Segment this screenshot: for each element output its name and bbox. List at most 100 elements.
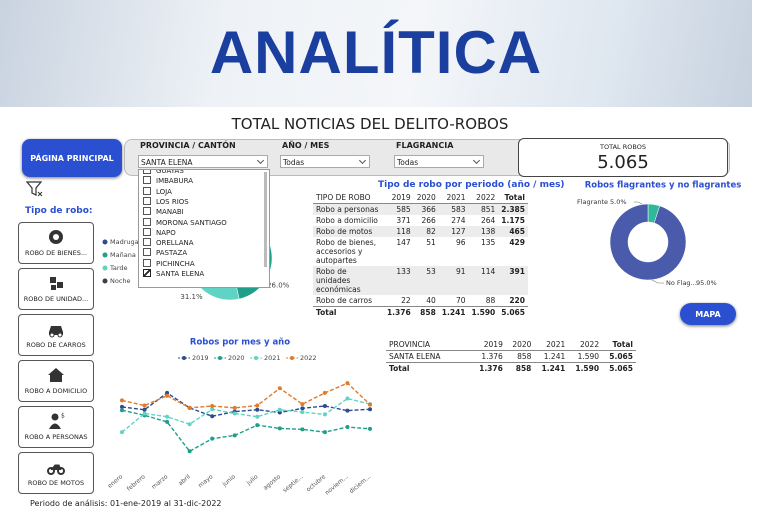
button-icon [49,326,63,338]
column-header[interactable]: 2019 [383,192,414,204]
dropdown-option[interactable]: LOS RIOS [143,196,189,207]
checkbox[interactable] [143,238,151,247]
column-header[interactable]: Total [602,339,636,351]
point [277,410,282,415]
sidebar-button[interactable]: ROBO DE MOTOS [18,452,94,494]
dropdown-option[interactable]: PASTAZA [143,248,187,258]
province-dropdown[interactable]: GUAYAS IMBABURA LOJA LOS RIOS MANABI MORONA S… [138,169,270,288]
table-cell: 274 [451,216,466,225]
sidebar-button[interactable]: ROBO DE CARROS [18,314,94,356]
table-cell: 1.590 [568,362,603,374]
table-cell: 585 [383,203,414,215]
table-cell: 88 [485,296,496,305]
button-icon: $ [49,413,65,429]
table-cell: 1.376 [472,362,506,374]
option-label: SANTA ELENA [156,270,205,278]
option-label: MORONA SANTIAGO [156,218,227,227]
filter-box[interactable]: Todas [394,155,484,168]
checkbox[interactable] [143,176,151,185]
dropdown-option[interactable]: SANTA ELENA [143,269,204,279]
checkbox[interactable] [143,196,151,205]
table-row: Robo de unidades económicas 133 53 91 114 391 [313,266,528,295]
checkbox[interactable] [143,217,151,226]
filter-icon[interactable] [26,180,44,198]
dropdown-option[interactable]: PICHINCHA [143,258,195,269]
column-header[interactable]: PROVINCIA [386,339,472,351]
button-icon [49,230,63,244]
column-header[interactable]: TIPO DE ROBO [313,192,384,204]
table-cell: 266 [421,216,436,225]
table-cell: 5.065 [602,362,636,374]
point [120,398,124,403]
button-label: ROBO DE CARROS [26,341,86,349]
legend-label: Mañana [110,251,136,259]
table-cell: 264 [480,216,496,225]
sidebar-button[interactable]: ROBO DE BIENES... [18,222,94,264]
table-cell: 138 [468,226,499,237]
legend-marker [182,356,186,360]
point [322,390,327,395]
table-cell: 5.065 [498,306,528,318]
legend-marker [254,356,258,360]
checkbox[interactable] [143,227,151,236]
scrollbar[interactable] [264,172,267,267]
column-header[interactable]: 2020 [505,339,535,351]
column-header[interactable]: Total [498,192,528,204]
dropdown-option[interactable]: MANABI [143,207,184,217]
legend-marker [218,356,222,360]
column-header[interactable]: 2020 [413,192,439,204]
dropdown-option[interactable]: ORELLANA [143,238,194,248]
table-cell: 53 [413,266,439,295]
column-header[interactable]: 2021 [438,192,469,204]
sidebar-button[interactable]: ROBO DE UNIDAD... [18,268,94,310]
option-label: NAPO [156,228,176,237]
column-header[interactable]: 2022 [568,339,603,351]
column-header[interactable]: 2021 [534,339,569,351]
filter-box[interactable]: Todas [280,155,370,168]
checkbox[interactable] [143,269,151,277]
table-row: Total 1.376 858 1.241 1.590 5.065 [386,362,636,374]
column-header[interactable]: 2019 [472,339,506,351]
banner [0,0,752,107]
point [255,403,260,408]
point [368,407,372,412]
dropdown-option[interactable]: NAPO [143,227,176,238]
filter-box[interactable]: SANTA ELENA [138,155,268,168]
dropdown-option[interactable]: GUAYAS [143,169,184,176]
leader-line [634,201,643,205]
checkbox[interactable] [143,258,151,267]
option-label: IMBABURA [156,177,193,186]
dropdown-option[interactable]: IMBABURA [143,176,193,186]
sidebar-button[interactable]: ROBO A DOMICILIO [18,360,94,402]
series-line [121,397,371,433]
option-label: LOS RIOS [156,197,189,206]
chevron [358,156,367,165]
data-table: TIPO DE ROBO 2019 2020 2021 2022 Total Robo a … [313,192,528,318]
point [300,427,305,432]
button-label: ROBO A PERSONAS [24,433,88,441]
button-label: ROBO DE UNIDAD... [23,295,89,303]
footer: Periodo de análisis: 01-ene-2019 al 31-d… [30,499,222,508]
column-header[interactable]: 2022 [468,192,499,204]
table-cell: 583 [438,203,469,215]
checkbox[interactable] [143,170,151,174]
home-button[interactable]: PÁGINA PRINCIPAL [22,139,122,177]
point [277,407,282,412]
point [165,414,170,419]
table-cell: 858 [413,306,439,318]
x-tick-label: mayo [197,473,215,489]
map-button[interactable]: MAPA [680,303,736,325]
point [165,393,170,398]
dropdown-option[interactable]: MORONA SANTIAGO [143,217,227,228]
dropdown-option[interactable]: LOJA [143,186,172,197]
sidebar-button[interactable]: $ ROBO A PERSONAS [18,406,94,448]
option-label: GUAYAS [156,169,184,175]
table-cell: 135 [480,238,496,247]
point [142,411,147,416]
checkbox[interactable] [143,207,151,216]
table-cell: 851 [468,203,499,215]
point [165,390,170,395]
checkbox[interactable] [143,248,151,257]
checkbox[interactable] [143,186,151,195]
svg-text:$: $ [61,413,65,420]
